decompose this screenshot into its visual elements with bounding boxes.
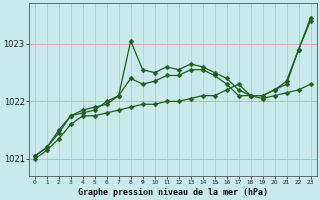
X-axis label: Graphe pression niveau de la mer (hPa): Graphe pression niveau de la mer (hPa)	[78, 188, 268, 197]
